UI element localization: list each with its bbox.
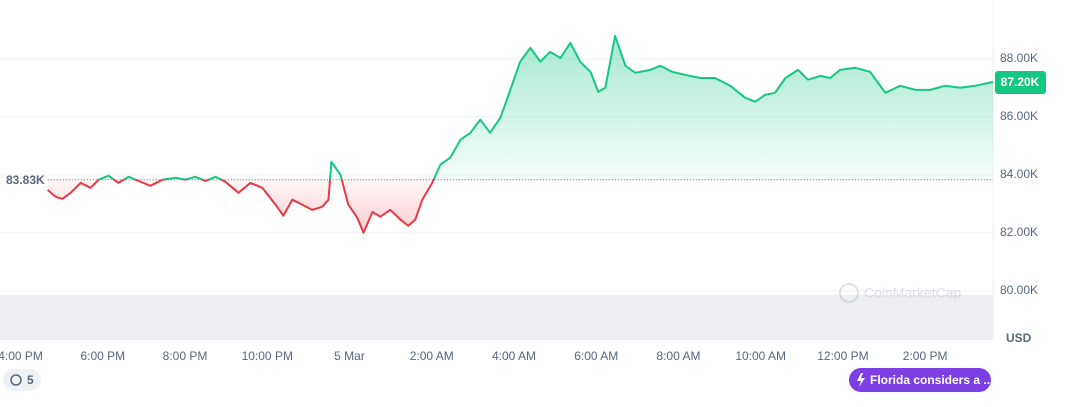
x-tick-label: 6:00 AM — [574, 349, 618, 363]
last-price-badge — [995, 71, 1046, 95]
x-tick-label: 8:00 AM — [656, 349, 700, 363]
x-tick-label: 10:00 PM — [242, 349, 293, 363]
y-tick-label: 82.00K — [1000, 225, 1038, 239]
x-tick-label: 4:00 AM — [492, 349, 536, 363]
watermark: CoinMarketCap — [839, 283, 961, 303]
x-tick-label: 4:00 PM — [0, 349, 43, 363]
y-tick-label: 86.00K — [1000, 109, 1038, 123]
area-fill — [47, 35, 993, 233]
history-count: 5 — [27, 373, 34, 387]
history-badge[interactable]: 5 — [3, 369, 41, 391]
x-tick-label: 5 Mar — [334, 349, 365, 363]
y-tick-label: 80.00K — [1000, 283, 1038, 297]
y-tick-label: 88.00K — [1000, 51, 1038, 65]
watermark-text: CoinMarketCap — [864, 285, 961, 301]
y-tick-label: 84.00K — [1000, 167, 1038, 181]
x-tick-label: 8:00 PM — [163, 349, 208, 363]
baseline-label: 83.83K — [6, 173, 45, 187]
x-tick-label: 2:00 AM — [410, 349, 454, 363]
x-tick-label: 12:00 PM — [817, 349, 868, 363]
currency-label: USD — [1006, 331, 1032, 345]
x-tick-label: 2:00 PM — [903, 349, 948, 363]
price-line — [47, 34, 994, 234]
news-text: Florida considers a ... — [870, 373, 993, 387]
news-pill[interactable]: Florida considers a ... — [849, 368, 993, 392]
x-tick-label: 10:00 AM — [735, 349, 786, 363]
x-tick-label: 6:00 PM — [80, 349, 125, 363]
volume-area — [0, 295, 993, 340]
last-price-label: 87.20K — [1001, 75, 1040, 89]
